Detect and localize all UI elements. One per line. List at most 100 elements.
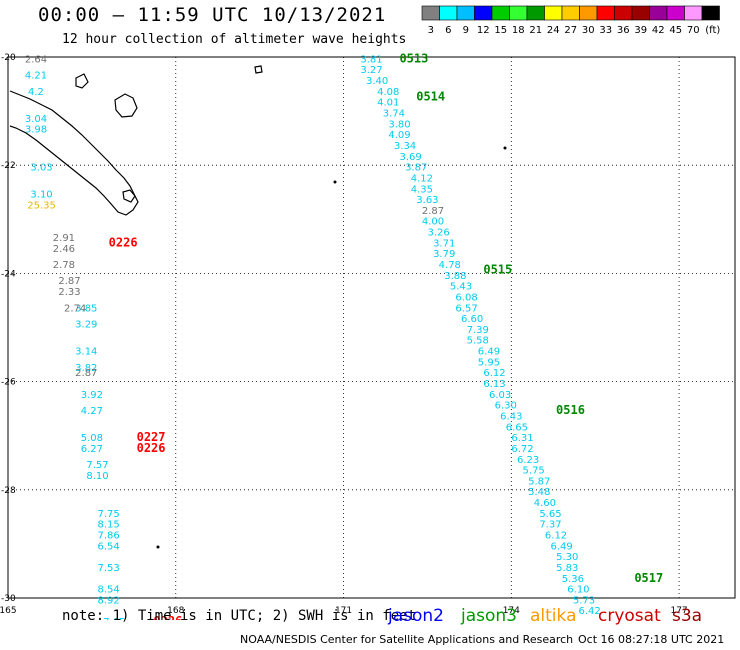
wave-height-label: 6.13: [483, 379, 505, 390]
map-plot-area: 165 168 171 174 177-20-22-24-26-28-303.813.2…: [0, 51, 736, 620]
wave-height-label: 6.49: [478, 347, 500, 358]
pass-time-label: 0514: [416, 89, 445, 103]
wave-height-label: 3.14: [75, 347, 97, 358]
wave-height-label: 8.15: [98, 520, 120, 531]
colorbar-label: 18: [512, 25, 525, 36]
colorbar-label: 33: [599, 25, 612, 36]
legend-s3a: s3a: [672, 606, 703, 626]
wave-height-label: 5.95: [478, 357, 500, 368]
x-tick-label: 168: [167, 606, 184, 616]
x-tick-label: 174: [503, 606, 520, 616]
wave-height-label: 4.27: [81, 406, 103, 417]
wave-height-label: 5.36: [562, 574, 584, 585]
wave-height-label: 7.86: [98, 530, 120, 541]
wave-height-label: 4.12: [411, 173, 433, 184]
wave-height-label: 7.37: [539, 520, 561, 531]
pass-time-label: 0226: [109, 235, 138, 249]
wave-height-label: 4.35: [411, 184, 433, 195]
pass-time-label: 0227: [137, 430, 166, 444]
colorbar-label: 9: [463, 25, 469, 36]
wave-height-label: 7.39: [467, 325, 489, 336]
wave-height-label: 4.00: [422, 217, 444, 228]
chart-title: 00:00 — 11:59 UTC 10/13/2021: [38, 4, 387, 26]
wave-height-label: 2.87: [422, 206, 444, 217]
wave-height-label: 3.80: [388, 119, 410, 130]
colorbar-label: 15: [494, 25, 507, 36]
wave-height-label: 4.09: [388, 130, 410, 141]
coastline-path: [114, 93, 138, 118]
wave-height-label: 3.82: [75, 363, 97, 374]
wave-height-label: 8.92: [98, 595, 120, 606]
wave-height-label: 4.60: [534, 498, 556, 509]
chart-subtitle: 12 hour collection of altimeter wave hei…: [62, 32, 407, 47]
legend-cryosat: cryosat: [598, 606, 661, 626]
wave-height-label: 6.27: [81, 444, 103, 455]
wave-height-label: 2.87: [58, 276, 80, 287]
wave-height-label: 6.08: [455, 292, 477, 303]
wave-height-label: 2.78: [53, 260, 75, 271]
wave-height-label: 6.54: [98, 541, 120, 552]
wave-height-label: 4.01: [377, 98, 399, 109]
legend-altika: altika: [530, 606, 577, 626]
wave-height-label: 5.08: [81, 433, 103, 444]
wave-height-label: 5.48: [528, 487, 550, 498]
wave-height-label: 5.73: [573, 595, 595, 606]
wave-height-label: 7.57: [86, 460, 108, 471]
wave-height-label: 3.88: [444, 271, 466, 282]
wave-height-label: 6.31: [511, 433, 533, 444]
wave-height-label: 3.63: [416, 195, 438, 206]
x-tick-label: 177: [670, 606, 687, 616]
wave-height-label: 6.23: [517, 455, 539, 466]
y-tick-label: -30: [1, 594, 16, 604]
wave-height-label: 3.29: [75, 320, 97, 331]
colorbar-label: 39: [634, 25, 647, 36]
legend-jason2: jason2: [388, 606, 444, 626]
colorbar-label: 24: [547, 25, 560, 36]
wave-height-label: 2.74: [64, 303, 86, 314]
colorbar-label: 30: [582, 25, 595, 36]
wave-height-label: 3.03: [30, 163, 52, 174]
wave-height-label: 6.65: [506, 422, 528, 433]
wave-height-label: 2.87: [75, 368, 97, 379]
wave-height-label: 25.35: [27, 200, 56, 211]
coastline-path: [9, 90, 139, 216]
generated-timestamp: Oct 16 08:27:18 UTC 2021: [578, 633, 725, 646]
wave-height-label: 3.79: [433, 249, 455, 260]
wave-height-label: 6.43: [500, 411, 522, 422]
colorbar-label: 12: [477, 25, 490, 36]
wave-height-label: 3.10: [30, 190, 52, 201]
coastline-path: [122, 189, 136, 203]
wave-height-label: 3.81: [360, 54, 382, 65]
colorbar-label: 6: [445, 25, 451, 36]
wave-height-label: 7.75: [98, 509, 120, 520]
wave-height-label: 6.57: [455, 303, 477, 314]
colorbar-label: 21: [529, 25, 542, 36]
x-tick-label: 171: [335, 606, 352, 616]
legend-jason3: jason3: [461, 606, 517, 626]
wave-height-label: 6.30: [495, 401, 517, 412]
wave-height-label: 6.60: [461, 314, 483, 325]
island-dot: [333, 180, 337, 184]
colorbar-legend: 3 6 9 12 15 18 21 24 27 30 33 36 39 42 45 70 (ft): [421, 5, 720, 36]
wave-height-label: 3.34: [394, 141, 416, 152]
footnote: note: 1) Time is in UTC; 2) SWH is in fe…: [62, 608, 417, 624]
plot-frame: [7, 56, 736, 599]
wave-height-label: 3.85: [75, 303, 97, 314]
wave-height-label: 3.04: [25, 114, 47, 125]
wave-height-label: 4.2: [28, 87, 44, 98]
wave-height-label: 6.12: [483, 368, 505, 379]
wave-height-label: 6.49: [551, 541, 573, 552]
wave-height-label: 4.08: [377, 87, 399, 98]
wave-height-label: 6.10: [567, 585, 589, 596]
pass-time-label: 0513: [399, 51, 428, 65]
colorbar-label: 70: [687, 25, 700, 36]
wave-height-label: 3.87: [405, 163, 427, 174]
wave-height-label: 5.30: [556, 552, 578, 563]
wave-height-label: 7.65: [103, 617, 125, 620]
wave-height-label: 3.40: [366, 76, 388, 87]
y-tick-label: -28: [1, 486, 16, 496]
wave-height-label: 6.72: [511, 444, 533, 455]
colorbar-label: 42: [652, 25, 665, 36]
y-tick-label: -22: [1, 161, 16, 171]
